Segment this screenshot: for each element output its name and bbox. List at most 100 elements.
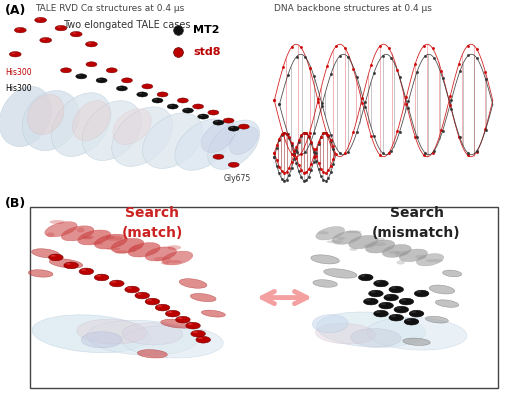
Ellipse shape bbox=[57, 26, 61, 28]
Ellipse shape bbox=[381, 303, 386, 305]
Ellipse shape bbox=[81, 269, 86, 271]
Ellipse shape bbox=[78, 75, 81, 76]
Ellipse shape bbox=[17, 28, 20, 30]
Ellipse shape bbox=[49, 259, 83, 268]
Ellipse shape bbox=[223, 118, 234, 123]
Ellipse shape bbox=[35, 17, 47, 23]
Ellipse shape bbox=[77, 320, 147, 344]
Ellipse shape bbox=[386, 295, 391, 297]
Ellipse shape bbox=[399, 249, 427, 262]
Ellipse shape bbox=[161, 261, 169, 264]
Ellipse shape bbox=[442, 270, 462, 277]
Ellipse shape bbox=[376, 311, 380, 313]
Ellipse shape bbox=[191, 331, 205, 337]
Ellipse shape bbox=[94, 234, 128, 249]
Ellipse shape bbox=[376, 281, 380, 283]
Ellipse shape bbox=[107, 247, 120, 250]
Ellipse shape bbox=[60, 68, 72, 73]
Ellipse shape bbox=[193, 104, 204, 109]
Ellipse shape bbox=[139, 93, 142, 94]
Ellipse shape bbox=[31, 249, 60, 258]
Ellipse shape bbox=[73, 100, 110, 141]
Ellipse shape bbox=[110, 280, 124, 287]
Ellipse shape bbox=[371, 242, 387, 246]
Ellipse shape bbox=[371, 291, 375, 293]
Ellipse shape bbox=[118, 87, 122, 88]
Ellipse shape bbox=[46, 232, 54, 237]
Ellipse shape bbox=[394, 306, 408, 313]
Ellipse shape bbox=[166, 260, 182, 264]
Ellipse shape bbox=[9, 52, 21, 57]
Ellipse shape bbox=[78, 230, 111, 245]
Ellipse shape bbox=[417, 291, 421, 293]
Ellipse shape bbox=[157, 92, 168, 97]
Ellipse shape bbox=[145, 247, 176, 261]
Ellipse shape bbox=[190, 294, 216, 302]
Ellipse shape bbox=[70, 32, 82, 37]
Ellipse shape bbox=[425, 316, 449, 323]
Ellipse shape bbox=[27, 95, 64, 135]
Ellipse shape bbox=[162, 251, 193, 265]
Ellipse shape bbox=[51, 255, 55, 256]
Ellipse shape bbox=[193, 331, 198, 333]
Ellipse shape bbox=[132, 245, 142, 249]
Ellipse shape bbox=[332, 231, 361, 244]
Ellipse shape bbox=[14, 28, 26, 33]
Ellipse shape bbox=[92, 242, 103, 245]
Text: (B): (B) bbox=[5, 197, 26, 210]
Ellipse shape bbox=[83, 236, 92, 240]
Ellipse shape bbox=[112, 281, 116, 283]
Text: His300: His300 bbox=[5, 84, 31, 93]
Ellipse shape bbox=[406, 320, 411, 321]
Ellipse shape bbox=[55, 26, 67, 31]
Ellipse shape bbox=[135, 292, 149, 299]
Ellipse shape bbox=[361, 275, 365, 277]
Ellipse shape bbox=[157, 305, 162, 307]
Ellipse shape bbox=[349, 236, 378, 249]
Ellipse shape bbox=[395, 251, 409, 255]
Ellipse shape bbox=[81, 332, 122, 348]
Ellipse shape bbox=[186, 322, 200, 329]
Ellipse shape bbox=[415, 255, 426, 259]
Text: TALE RVD Cα structures at 0.4 μs: TALE RVD Cα structures at 0.4 μs bbox=[36, 4, 185, 13]
Ellipse shape bbox=[401, 299, 406, 301]
Ellipse shape bbox=[177, 98, 188, 103]
Text: std8: std8 bbox=[193, 47, 220, 57]
Ellipse shape bbox=[230, 127, 258, 154]
Ellipse shape bbox=[411, 311, 416, 313]
Ellipse shape bbox=[312, 315, 348, 333]
Ellipse shape bbox=[395, 254, 403, 256]
Text: His300: His300 bbox=[5, 68, 31, 77]
Ellipse shape bbox=[147, 299, 152, 301]
Ellipse shape bbox=[0, 87, 51, 147]
Ellipse shape bbox=[383, 245, 411, 257]
Ellipse shape bbox=[112, 107, 173, 166]
Ellipse shape bbox=[415, 290, 429, 297]
Ellipse shape bbox=[40, 37, 52, 43]
Ellipse shape bbox=[318, 231, 329, 234]
Ellipse shape bbox=[396, 307, 401, 309]
Ellipse shape bbox=[37, 19, 41, 20]
Ellipse shape bbox=[82, 101, 141, 160]
Ellipse shape bbox=[137, 92, 148, 97]
Text: DNA backbone structures at 0.4 μs: DNA backbone structures at 0.4 μs bbox=[274, 4, 432, 13]
Ellipse shape bbox=[96, 78, 107, 83]
Ellipse shape bbox=[97, 275, 101, 277]
Ellipse shape bbox=[22, 91, 79, 151]
Ellipse shape bbox=[201, 121, 236, 152]
Ellipse shape bbox=[128, 243, 160, 257]
Ellipse shape bbox=[208, 120, 260, 169]
Ellipse shape bbox=[32, 315, 151, 353]
Ellipse shape bbox=[64, 262, 78, 269]
Ellipse shape bbox=[77, 227, 85, 232]
Ellipse shape bbox=[384, 294, 398, 301]
Ellipse shape bbox=[417, 254, 443, 266]
Ellipse shape bbox=[176, 316, 190, 323]
Ellipse shape bbox=[87, 320, 198, 355]
Ellipse shape bbox=[215, 121, 218, 122]
Ellipse shape bbox=[429, 285, 455, 294]
Ellipse shape bbox=[169, 105, 173, 106]
Ellipse shape bbox=[359, 274, 373, 281]
Ellipse shape bbox=[313, 280, 337, 287]
Ellipse shape bbox=[122, 325, 223, 358]
